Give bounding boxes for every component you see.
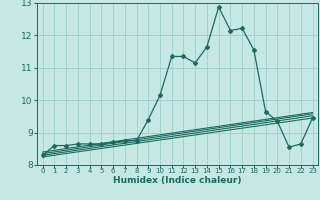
X-axis label: Humidex (Indice chaleur): Humidex (Indice chaleur) (113, 176, 242, 185)
